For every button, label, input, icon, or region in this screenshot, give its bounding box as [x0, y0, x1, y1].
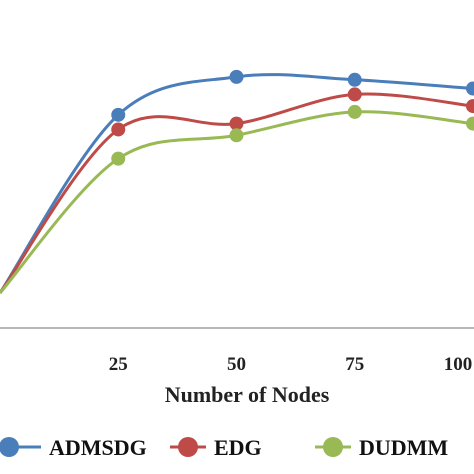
series-dudmm — [0, 104, 474, 294]
legend-marker-dudmm — [323, 437, 343, 457]
x-axis-title: Number of Nodes — [165, 382, 330, 407]
data-point-edg-100 — [466, 99, 474, 114]
data-point-edg-75 — [347, 87, 362, 102]
x-tick-label: 75 — [345, 354, 364, 375]
series-line-edg — [0, 92, 474, 294]
x-tick-label: 25 — [109, 354, 128, 375]
data-point-admsdg-25 — [111, 107, 126, 122]
legend-label-dudmm: DUDMM — [359, 435, 448, 460]
series-line-admsdg — [0, 73, 474, 294]
data-point-dudmm-25 — [111, 151, 126, 166]
data-point-edg-25 — [111, 122, 126, 137]
x-tick-label: 100 — [444, 354, 473, 375]
data-point-dudmm-75 — [347, 104, 362, 119]
series-edg — [0, 87, 474, 294]
data-point-edg-50 — [229, 116, 244, 131]
legend-item-dudmm: DUDMM — [315, 435, 448, 460]
data-point-admsdg-50 — [229, 69, 244, 84]
legend-marker-admsdg — [0, 437, 19, 457]
data-point-dudmm-50 — [229, 128, 244, 143]
series-layer — [0, 69, 474, 294]
data-point-admsdg-100 — [466, 81, 474, 96]
legend-item-admsdg: ADMSDG — [0, 435, 147, 460]
legend-label-edg: EDG — [214, 435, 262, 460]
x-tick-labels: 25 50 75 100 — [109, 354, 473, 375]
legend-marker-edg — [178, 437, 198, 457]
legend-item-edg: EDG — [170, 435, 262, 460]
legend: ADMSDG EDG DUDMM — [0, 435, 448, 460]
series-admsdg — [0, 69, 474, 294]
legend-label-admsdg: ADMSDG — [49, 435, 147, 460]
data-point-admsdg-75 — [347, 72, 362, 87]
data-point-dudmm-100 — [466, 116, 474, 131]
x-tick-label: 50 — [227, 354, 246, 375]
